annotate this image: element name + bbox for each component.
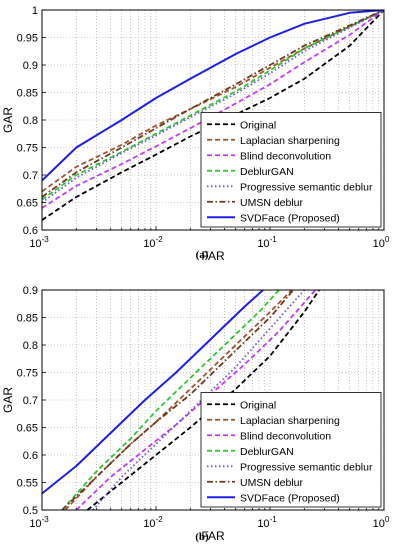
y-tick-label: 1 [32,5,38,17]
legend-entry-label: Blind deconvolution [240,430,331,442]
legend: Original Laplacian sharpening Blind deconv… [200,112,382,228]
y-tick-label: 0.65 [17,198,38,210]
series-line-umsn-deblur [42,10,384,198]
legend-entry-label: Progressive semantic deblur [240,461,373,473]
y-axis-label: GAR [1,387,15,413]
y-tick-label: 0.6 [23,450,38,462]
x-tick-label: 10-1 [257,235,277,250]
y-tick-label: 0.8 [23,115,38,127]
legend-entry-label: Original [240,399,276,411]
x-tick-label: 10-3 [29,515,49,530]
legend-box [200,112,382,228]
legend-entry-label: Laplacian sharpening [240,415,340,427]
x-axis-label: FAR [201,529,225,543]
x-tick-label: 10-2 [143,515,163,530]
series-line-deblurgan [61,290,280,510]
y-tick-label: 0.55 [17,478,38,490]
chart-panel-a: 0.6 0.65 0.7 0.75 0.8 0.85 0.9 0.95 1 10-3 10-2 10-… [1,5,390,263]
legend-entry-label: UMSN deblur [240,197,304,209]
legend-entry-label: SVDFace (Proposed) [240,492,340,504]
y-tick-label: 0.9 [23,285,38,297]
x-tick-label: 100 [373,235,390,250]
series-line-deblurgan [42,10,384,201]
y-tick-label: 0.85 [17,313,38,325]
legend-entry-label: DeblurGAN [240,446,294,458]
x-tick-label: 10-3 [29,235,49,250]
legend-entry-label: Laplacian sharpening [240,135,340,147]
y-tick-label: 0.6 [23,225,38,237]
series-line-progressive-semantic-deblur [42,10,384,204]
legend-entry-label: DeblurGAN [240,166,294,178]
x-axis-label: FAR [201,249,225,263]
series-line-svdface-proposed [42,10,384,182]
legend-entry-label: SVDFace (Proposed) [240,212,340,224]
legend: Original Laplacian sharpening Blind deconv… [200,392,382,508]
legend-entry-label: Progressive semantic deblur [240,181,373,193]
y-axis-label: GAR [1,107,15,133]
y-tick-label: 0.7 [23,395,38,407]
legend-entry-label: Original [240,119,276,131]
x-tick-label: 100 [373,515,390,530]
legend-entry-label: Blind deconvolution [240,150,331,162]
panel-label: (b) [195,531,209,543]
legend-box [200,392,382,508]
y-tick-label: 0.8 [23,340,38,352]
chart-panel-b: 0.5 0.55 0.6 0.65 0.7 0.75 0.8 0.85 0.9 10-3 10-2 1… [1,285,390,543]
y-tick-label: 0.9 [23,60,38,72]
y-tick-label: 0.95 [17,33,38,45]
x-tick-label: 10-2 [143,235,163,250]
y-tick-label: 0.75 [17,143,38,155]
y-tick-label: 0.85 [17,88,38,100]
y-tick-label: 0.75 [17,368,38,380]
series-line-umsn-deblur [61,290,294,510]
series-line-laplacian-sharpening [64,290,293,510]
series-line-blind-deconvolution [75,290,317,510]
x-tick-label: 10-1 [257,515,277,530]
y-tick-label: 0.7 [23,170,38,182]
panel-label: (a) [196,249,209,261]
y-tick-label: 0.65 [17,423,38,435]
y-tick-label: 0.5 [23,505,38,517]
legend-entry-label: UMSN deblur [240,477,304,489]
series-line-svdface-proposed [42,290,264,495]
